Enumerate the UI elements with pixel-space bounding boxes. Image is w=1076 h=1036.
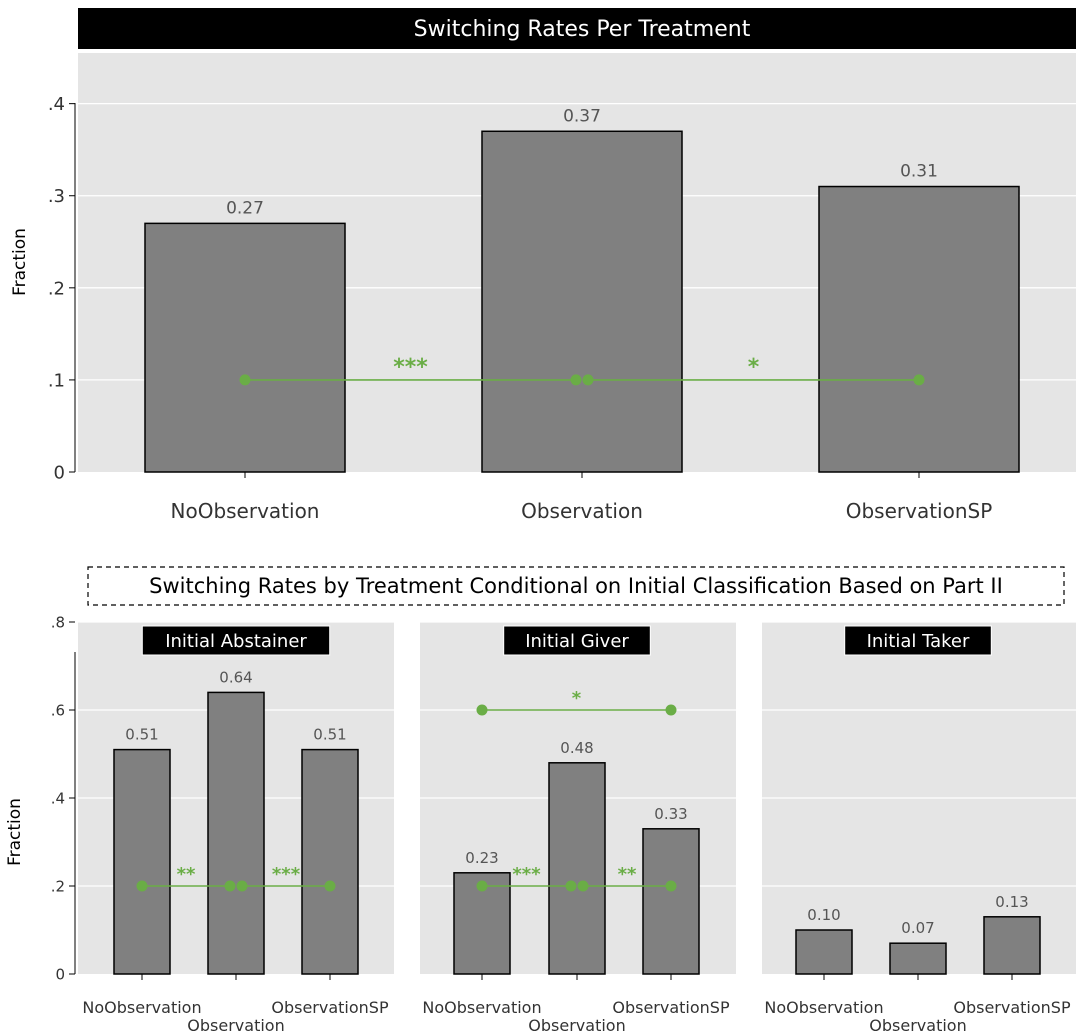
significance-dot (665, 880, 677, 892)
x-tick-label: ObservationSP (846, 499, 993, 523)
data-label: 0.27 (226, 198, 264, 218)
data-label: 0.13 (995, 893, 1028, 911)
facet-title-box (844, 625, 992, 656)
x-tick-label: Observation (521, 499, 643, 523)
y-tick-label: .1 (48, 370, 65, 391)
bar (795, 929, 853, 975)
y-tick-label: 0 (54, 462, 65, 483)
bottom-panel-taker: 0.10 0.07 0.13 NoObservationObservationObse… (762, 621, 1076, 1035)
y-tick-label: 0 (55, 965, 65, 983)
bar (144, 222, 346, 473)
bottom-panel-abstainer: 0 .2 .4 .6 .8 Fraction 0.51 0.64 0.51 NoObservati… (5, 613, 394, 1035)
main-title: Switching Rates Per Treatment (414, 17, 751, 42)
data-label: 0.10 (807, 906, 840, 924)
significance-label: *** (272, 864, 301, 885)
facet-title: Initial Taker (867, 631, 970, 652)
x-tick-label: NoObservation (764, 998, 883, 1017)
significance-dot (582, 374, 594, 386)
sub-title: Switching Rates by Treatment Conditional… (149, 574, 1003, 598)
y-tick-label: .4 (51, 789, 65, 807)
significance-dot (324, 880, 336, 892)
top-panel: 0 .1 .2 .3 .4 Fraction 0.27 0.37 0.31 NoObservati… (10, 53, 1076, 523)
y-tick-label: .8 (51, 613, 65, 631)
y-axis-label: Fraction (10, 228, 30, 296)
significance-dot (476, 704, 488, 716)
facet-title: Initial Abstainer (165, 631, 307, 652)
y-tick-label: .3 (48, 186, 65, 207)
x-tick-label: ObservationSP (271, 998, 389, 1017)
facet-title-box (141, 625, 331, 656)
y-tick-label: .6 (51, 701, 65, 719)
data-label: 0.33 (654, 805, 687, 823)
significance-label: *** (512, 864, 541, 885)
data-label: 0.48 (560, 739, 593, 757)
significance-dot (136, 880, 148, 892)
bar (301, 748, 359, 975)
data-label: 0.31 (900, 162, 938, 182)
significance-dot (476, 880, 488, 892)
bar (983, 916, 1041, 975)
bottom-panel-giver: 0.23 0.48 0.33 NoObservationObservationObse… (420, 621, 736, 1035)
significance-dot (577, 880, 589, 892)
data-label: 0.51 (313, 726, 346, 744)
significance-label: ** (618, 864, 637, 885)
significance-label: ** (177, 864, 196, 885)
bar (889, 942, 947, 975)
sub-title-box (87, 566, 1065, 606)
significance-label: * (748, 355, 760, 380)
x-tick-label: Observation (187, 1016, 284, 1035)
y-tick-label: .4 (48, 94, 65, 115)
data-label: 0.07 (901, 919, 934, 937)
significance-dot (236, 880, 248, 892)
data-label: 0.64 (219, 668, 252, 686)
facet-title-box (503, 625, 651, 656)
significance-dot (565, 880, 577, 892)
facet-title: Initial Giver (525, 631, 629, 652)
y-tick-label: .2 (51, 877, 65, 895)
x-tick-label: NoObservation (422, 998, 541, 1017)
significance-label: *** (393, 355, 428, 380)
x-tick-label: Observation (528, 1016, 625, 1035)
x-tick-label: ObservationSP (953, 998, 1071, 1017)
significance-dot (913, 374, 925, 386)
bar (481, 130, 683, 473)
bar (207, 691, 265, 975)
bar (642, 828, 700, 975)
significance-label: * (572, 688, 582, 709)
data-label: 0.37 (563, 106, 601, 126)
data-label: 0.23 (465, 849, 498, 867)
significance-dot (570, 374, 582, 386)
significance-dot (239, 374, 251, 386)
x-tick-label: NoObservation (82, 998, 201, 1017)
y-tick-label: .2 (48, 278, 65, 299)
main-title-bar (78, 8, 1076, 49)
bar (113, 748, 171, 975)
significance-dot (224, 880, 236, 892)
x-tick-label: NoObservation (171, 499, 320, 523)
bar (818, 185, 1020, 473)
significance-dot (665, 704, 677, 716)
y-axis-label: Fraction (5, 798, 25, 866)
x-tick-label: ObservationSP (612, 998, 730, 1017)
bar (548, 762, 606, 975)
x-tick-label: Observation (869, 1016, 966, 1035)
data-label: 0.51 (125, 726, 158, 744)
